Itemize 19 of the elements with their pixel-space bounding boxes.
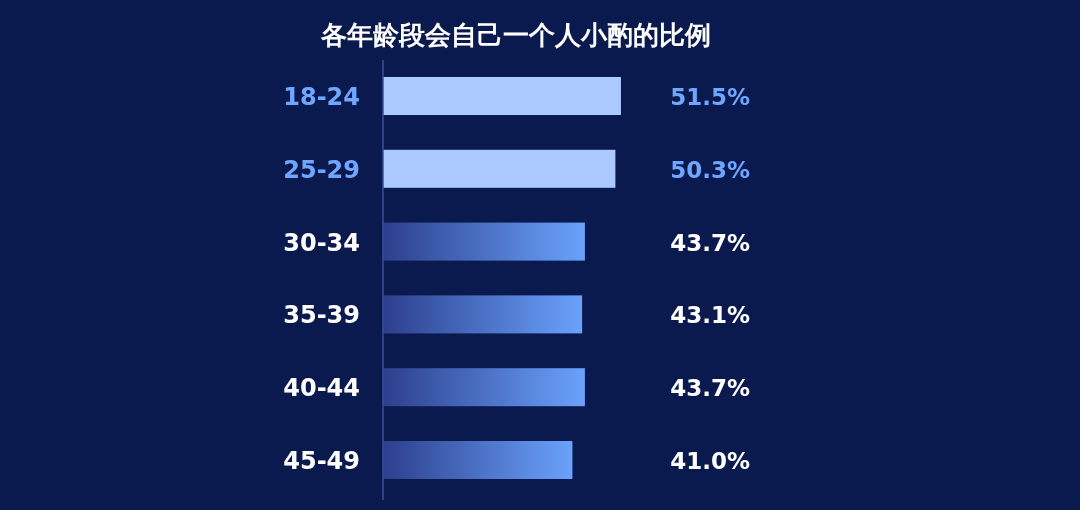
bar [383, 149, 616, 188]
y-tick-label: 30-34 [283, 228, 360, 257]
data-label: 43.1% [670, 302, 750, 329]
y-tick-label: 35-39 [283, 301, 360, 330]
bar [383, 441, 573, 479]
bar [383, 368, 585, 407]
data-label: 41.0% [670, 448, 750, 474]
y-tick-label: 45-49 [283, 447, 360, 475]
bar [383, 222, 585, 261]
data-label: 51.5% [670, 84, 750, 110]
data-label: 43.7% [670, 229, 750, 256]
bar [383, 295, 583, 334]
chart-title: 各年龄段会自己一个人小酌的比例 [320, 20, 711, 50]
y-tick-label: 40-44 [283, 374, 360, 403]
y-tick-label: 25-29 [283, 155, 360, 184]
data-label: 43.7% [670, 375, 750, 402]
bar [383, 77, 621, 115]
data-label: 50.3% [670, 156, 750, 183]
y-tick-label: 18-24 [283, 83, 360, 111]
